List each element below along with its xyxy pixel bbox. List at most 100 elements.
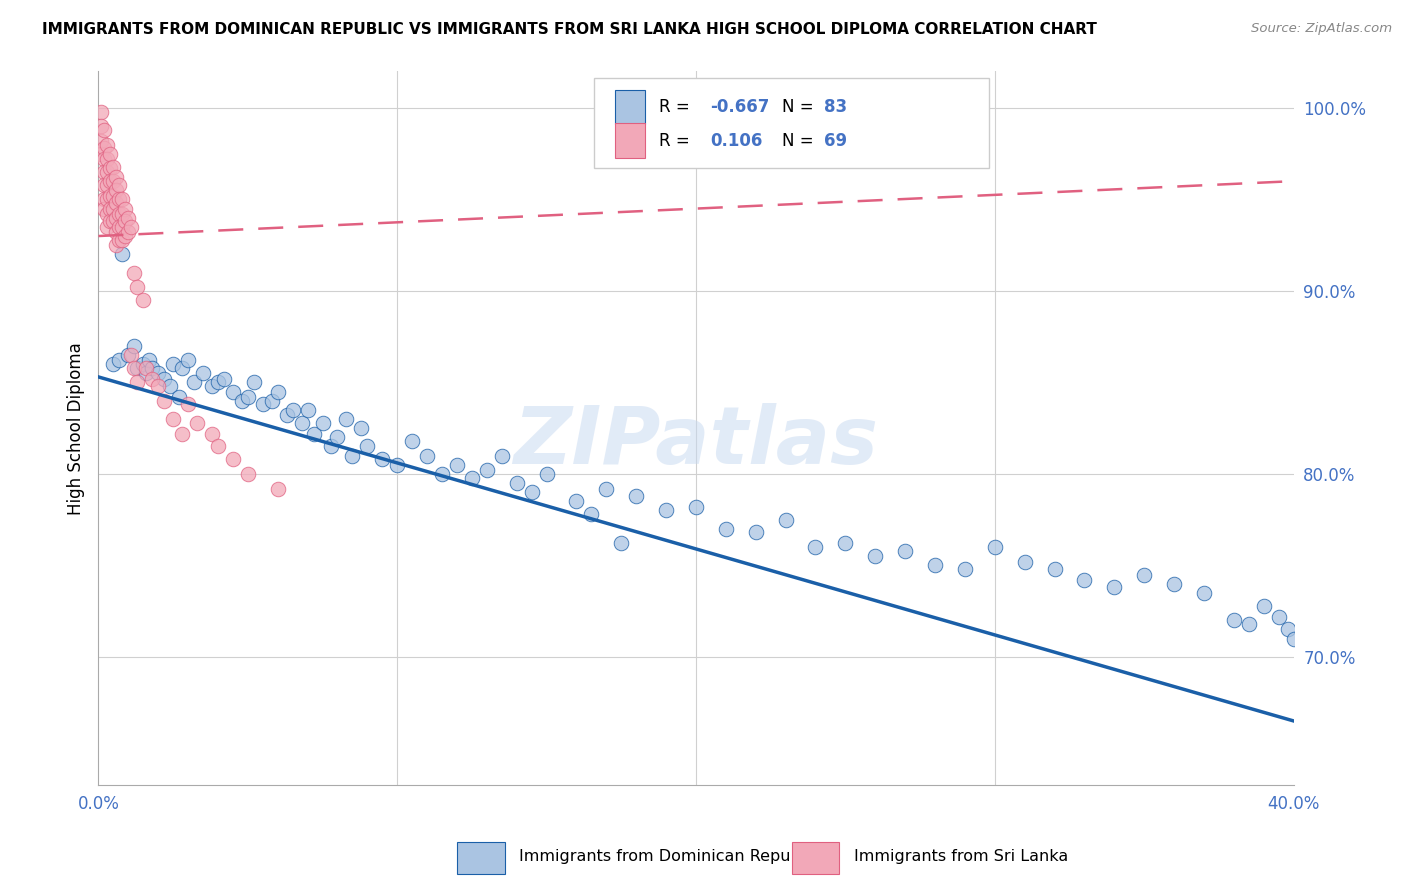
Point [103,188,125,202]
Point [177,353,200,368]
Point [108,233,131,247]
Point [93,202,115,216]
Text: R =: R = [659,132,700,150]
Point [96,165,118,179]
Point [103,174,125,188]
Point [124,266,146,280]
Point [153,372,176,386]
Bar [792,842,839,874]
Point [984,540,1007,554]
Point [430,467,453,481]
Point [610,536,633,550]
Point [105,170,128,185]
Point [108,178,131,192]
Point [1237,616,1260,631]
Point [117,348,139,362]
Point [565,494,588,508]
Point [111,193,134,207]
Point [90,104,112,119]
Point [172,426,194,441]
Point [1253,599,1275,613]
Point [1277,623,1299,637]
Text: N =: N = [782,132,818,150]
Point [108,207,131,221]
Point [520,485,543,500]
Point [222,452,245,467]
Point [96,152,118,166]
Text: N =: N = [782,98,818,116]
Point [103,214,125,228]
Text: Source: ZipAtlas.com: Source: ZipAtlas.com [1251,22,1392,36]
Text: R =: R = [659,98,695,116]
Point [1223,613,1246,627]
Point [96,219,118,234]
Point [1282,632,1305,646]
Point [865,549,887,564]
Bar [614,90,644,124]
Point [98,161,122,176]
Point [111,219,134,234]
Point [536,467,558,481]
Point [236,390,259,404]
Point [93,152,115,166]
Point [162,412,184,426]
Point [96,193,118,207]
Point [183,376,205,390]
Point [581,507,603,521]
Point [1073,573,1095,587]
Point [90,134,112,148]
Point [132,293,155,307]
Point [475,463,498,477]
Point [98,188,122,202]
Point [626,489,648,503]
FancyBboxPatch shape [595,78,988,168]
Point [105,183,128,197]
Bar [457,842,505,874]
Point [93,123,115,137]
Point [96,137,118,152]
Point [141,372,163,386]
Point [93,193,115,207]
Point [371,452,394,467]
Point [276,409,298,423]
Point [260,393,283,408]
Point [159,379,181,393]
Point [1133,567,1156,582]
Point [834,536,856,550]
Point [356,440,378,454]
Point [236,467,259,481]
Point [335,412,357,426]
Point [894,543,917,558]
Point [953,562,976,576]
Point [98,174,122,188]
Point [416,449,439,463]
Point [201,426,224,441]
Point [103,202,125,216]
Point [804,540,827,554]
Point [111,247,134,261]
Point [191,366,214,380]
Point [342,449,364,463]
Point [302,426,325,441]
Point [90,120,112,134]
Point [326,430,349,444]
Point [167,390,190,404]
Point [105,196,128,211]
Point [491,449,513,463]
Point [1014,555,1036,569]
Point [132,357,155,371]
Point [162,357,184,371]
Point [96,207,118,221]
Point [117,226,139,240]
Point [506,476,529,491]
Point [98,214,122,228]
Point [135,366,157,380]
Point [127,280,149,294]
Text: ZIPatlas: ZIPatlas [513,403,879,482]
Point [385,458,409,472]
Point [714,522,737,536]
Point [1104,580,1126,594]
Point [461,470,484,484]
Point [108,219,131,234]
Point [655,503,678,517]
